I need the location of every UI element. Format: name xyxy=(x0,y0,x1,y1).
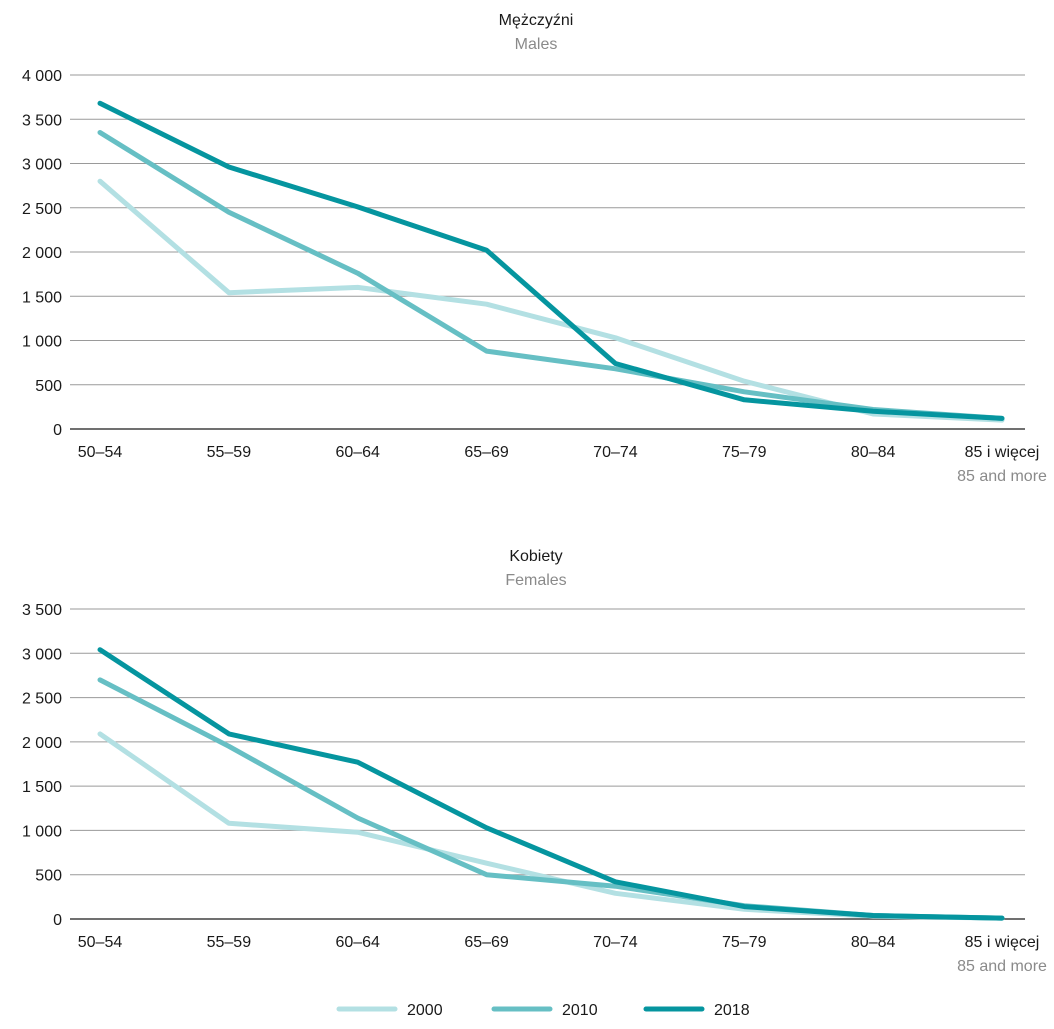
y-tick-label: 3 000 xyxy=(22,646,62,663)
x-tick-label: 50–54 xyxy=(78,934,123,951)
y-tick-label: 500 xyxy=(35,868,62,885)
x-tick-label: 65–69 xyxy=(464,444,509,461)
chart-title: Kobiety xyxy=(509,548,562,565)
y-tick-label: 2 000 xyxy=(22,245,62,262)
x-tick-label: 80–84 xyxy=(851,444,896,461)
x-tick-label: 65–69 xyxy=(464,934,509,951)
y-tick-label: 500 xyxy=(35,378,62,395)
y-tick-label: 3 500 xyxy=(22,112,62,129)
x-tick-sublabel: 85 and more xyxy=(957,958,1047,975)
legend-label: 2018 xyxy=(714,1002,750,1019)
x-tick-label: 60–64 xyxy=(335,444,380,461)
y-tick-label: 0 xyxy=(53,422,62,439)
x-tick-label: 85 i więcej xyxy=(965,934,1040,951)
y-tick-label: 1 500 xyxy=(22,779,62,796)
series-line-2018 xyxy=(97,647,1005,921)
y-tick-label: 1 500 xyxy=(22,289,62,306)
y-tick-label: 3 000 xyxy=(22,157,62,174)
x-tick-label: 70–74 xyxy=(593,444,638,461)
y-tick-label: 4 000 xyxy=(22,68,62,85)
legend-label: 2010 xyxy=(562,1002,598,1019)
series-line-2010 xyxy=(97,130,1005,421)
y-tick-label: 3 500 xyxy=(22,602,62,619)
chart-title: Mężczyźni xyxy=(499,12,574,29)
x-tick-label: 75–79 xyxy=(722,934,767,951)
series-line-2000 xyxy=(97,731,1005,921)
y-tick-label: 1 000 xyxy=(22,823,62,840)
y-tick-label: 2 500 xyxy=(22,201,62,218)
x-tick-label: 55–59 xyxy=(207,934,252,951)
x-tick-label: 75–79 xyxy=(722,444,767,461)
x-tick-label: 85 i więcej xyxy=(965,444,1040,461)
y-tick-label: 2 000 xyxy=(22,735,62,752)
series-line-2010 xyxy=(97,677,1005,921)
y-tick-label: 2 500 xyxy=(22,691,62,708)
x-tick-label: 80–84 xyxy=(851,934,896,951)
x-tick-label: 60–64 xyxy=(335,934,380,951)
x-tick-label: 70–74 xyxy=(593,934,638,951)
series-line-2018 xyxy=(97,100,1005,421)
y-tick-label: 1 000 xyxy=(22,334,62,351)
x-tick-sublabel: 85 and more xyxy=(957,468,1047,485)
x-tick-label: 50–54 xyxy=(78,444,123,461)
chart-subtitle: Females xyxy=(505,572,566,589)
y-tick-label: 0 xyxy=(53,912,62,929)
chart-subtitle: Males xyxy=(515,36,558,53)
x-tick-label: 55–59 xyxy=(207,444,252,461)
legend-label: 2000 xyxy=(407,1002,443,1019)
